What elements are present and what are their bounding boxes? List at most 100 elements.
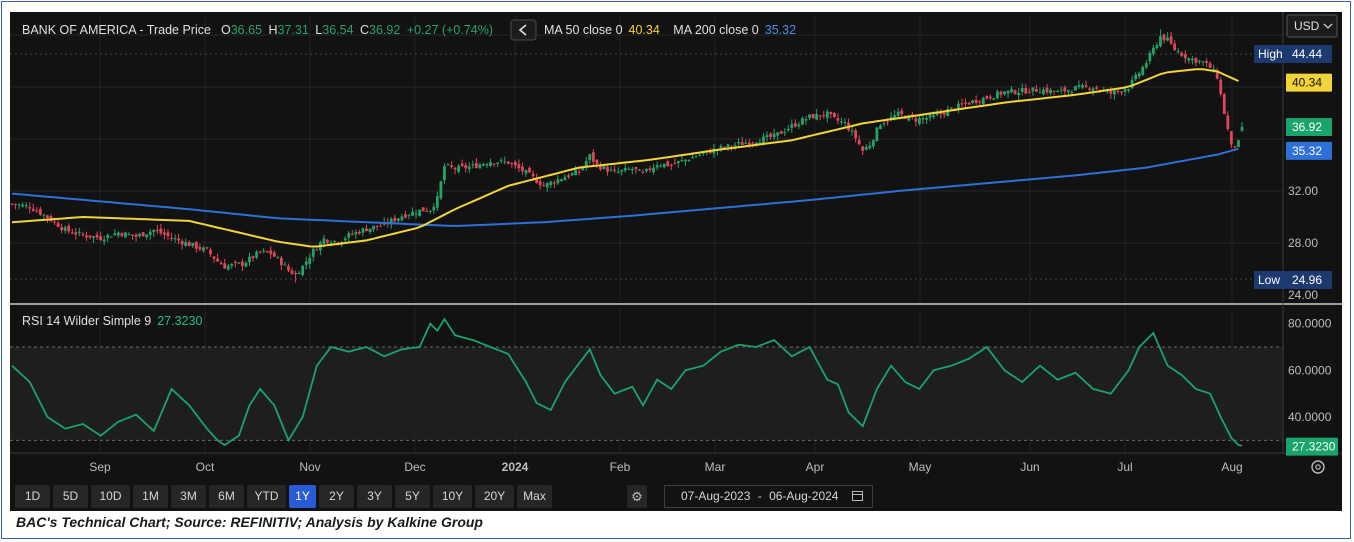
candle-body	[602, 166, 606, 170]
candle-body	[269, 250, 273, 255]
date-range-picker[interactable]: 07-Aug-2023 - 06-Aug-2024	[664, 485, 873, 508]
candle-body	[1006, 90, 1010, 94]
candle-body	[684, 159, 687, 162]
candle-body	[503, 161, 507, 163]
candle-body	[120, 233, 124, 236]
candle-body	[687, 160, 691, 162]
candle-body	[1130, 79, 1134, 89]
gear-icon	[1311, 460, 1325, 474]
candle-body	[843, 122, 847, 124]
currency-value: USD	[1294, 19, 1320, 33]
rsi-tick-label: 40.0000	[1288, 410, 1332, 424]
candle-body	[864, 146, 868, 150]
range-button-ytd[interactable]: YTD	[247, 485, 286, 508]
candle-body	[1222, 94, 1226, 115]
range-button-2y[interactable]: 2Y	[319, 485, 354, 508]
range-button-1m[interactable]: 1M	[133, 485, 168, 508]
candle-body	[1074, 86, 1077, 91]
chart-svg: 32.00 28.00 24.00 80.0000 60.0000 40.0000 Sep…	[10, 12, 1342, 474]
candle-body	[272, 252, 276, 257]
candle-body	[946, 109, 950, 117]
candle-body	[627, 168, 631, 170]
range-button-10d[interactable]: 10D	[91, 485, 130, 508]
chart-settings-button[interactable]	[1311, 460, 1325, 474]
gear-icon: ⚙	[631, 489, 643, 504]
candle-body	[457, 165, 461, 172]
range-button-3m[interactable]: 3M	[171, 485, 206, 508]
candle-body	[255, 251, 258, 258]
ma50-badge-text: 40.34	[1292, 76, 1322, 90]
candle-body	[567, 175, 570, 177]
range-settings-button[interactable]: ⚙	[627, 485, 647, 508]
candle-body	[1219, 79, 1223, 95]
rsi-label: RSI 14 Wilder Simple 9	[22, 314, 151, 328]
candle-body	[166, 232, 170, 236]
candle-body	[184, 242, 188, 246]
candle-body	[226, 265, 230, 270]
x-tick-label: 2024	[502, 460, 529, 474]
candle-body	[372, 225, 375, 230]
candle-body	[1169, 36, 1173, 44]
range-button-5y[interactable]: 5Y	[395, 485, 430, 508]
candle-body	[1088, 88, 1091, 90]
range-button-5d[interactable]: 5D	[53, 485, 88, 508]
range-button-20y[interactable]: 20Y	[475, 485, 514, 508]
candle-body	[1095, 87, 1099, 89]
candle-body	[67, 225, 71, 232]
range-button-10y[interactable]: 10Y	[433, 485, 472, 508]
candle-body	[70, 232, 74, 234]
candle-body	[265, 251, 269, 253]
candle-body	[152, 229, 156, 233]
candle-body	[56, 222, 60, 227]
candle-body	[258, 251, 262, 253]
candle-body	[60, 227, 64, 231]
candle-body	[407, 215, 411, 217]
candle-body	[552, 182, 556, 184]
candle-body	[81, 233, 85, 235]
candle-body	[691, 157, 694, 159]
candle-body	[1049, 89, 1052, 94]
candle-body	[857, 139, 861, 145]
candle-body	[478, 164, 482, 169]
candle-body	[329, 242, 333, 244]
candle-body	[730, 146, 733, 148]
candle-body	[996, 91, 999, 99]
candle-body	[560, 179, 563, 181]
candle-body	[1084, 85, 1088, 87]
x-tick-label: Nov	[299, 460, 320, 474]
candle-body	[574, 170, 578, 176]
candle-body	[322, 238, 326, 244]
candle-body	[942, 112, 946, 115]
candle-body	[223, 263, 227, 269]
range-button-max[interactable]: Max	[517, 485, 552, 508]
candle-body	[751, 142, 755, 144]
candle-body	[1112, 90, 1116, 95]
candle-body	[815, 113, 819, 120]
candle-body	[85, 235, 88, 238]
candle-body	[740, 142, 744, 145]
rsi-tick-label: 60.0000	[1288, 363, 1332, 377]
candle-body	[1208, 63, 1212, 68]
candle-body	[173, 238, 177, 240]
collapse-legend-button[interactable]	[510, 19, 537, 41]
candle-body	[737, 142, 741, 144]
candle-body	[645, 168, 648, 172]
x-tick-label: Feb	[610, 460, 631, 474]
candle-body	[1123, 89, 1127, 92]
candle-body	[974, 99, 978, 104]
candle-body	[1127, 89, 1130, 91]
candle-body	[17, 204, 21, 206]
range-button-1y[interactable]: 1Y	[289, 485, 316, 508]
candle-body	[74, 232, 78, 235]
close-label: C	[360, 23, 369, 37]
candle-body	[233, 261, 237, 263]
currency-select[interactable]: USD	[1286, 14, 1338, 38]
range-button-6m[interactable]: 6M	[209, 485, 244, 508]
candle-body	[1212, 69, 1216, 71]
ma200-label: MA 200 close 0	[673, 23, 759, 37]
candle-body	[638, 169, 641, 171]
x-tick-label: Apr	[806, 460, 825, 474]
low-tag: Low 24.96	[1254, 271, 1332, 289]
range-button-3y[interactable]: 3Y	[357, 485, 392, 508]
range-button-1d[interactable]: 1D	[15, 485, 50, 508]
